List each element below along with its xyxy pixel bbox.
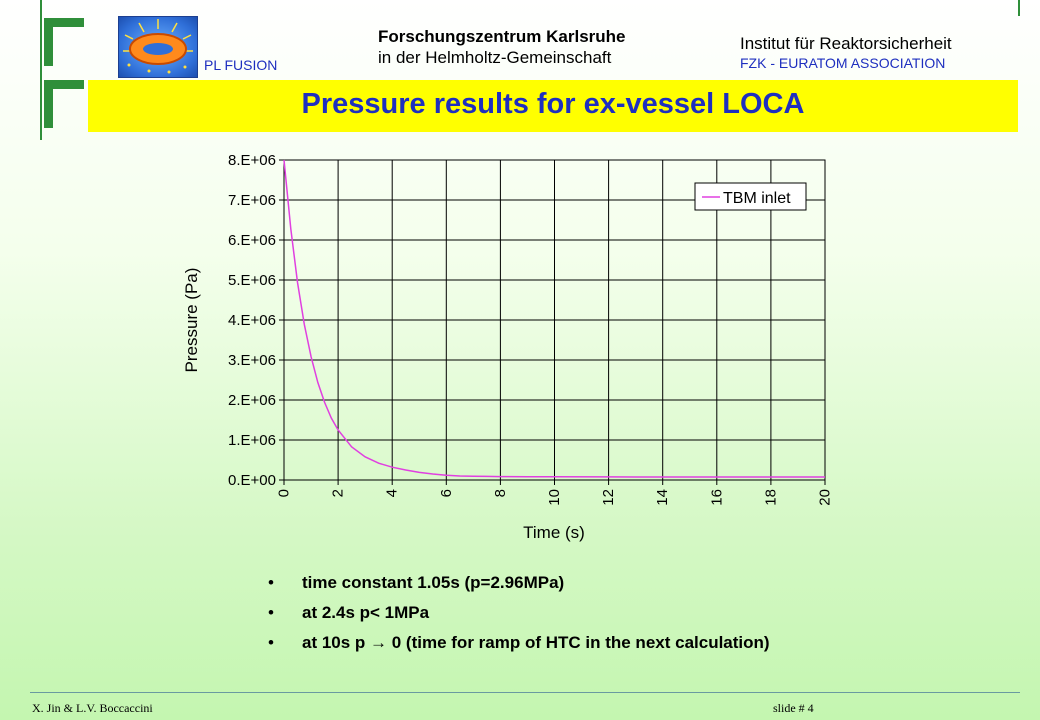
y-tick-label: 7.E+06 xyxy=(228,192,276,209)
y-tick-label: 1.E+06 xyxy=(228,432,276,449)
footer-authors: X. Jin & L.V. Boccaccini xyxy=(32,701,153,715)
x-tick-label: 12 xyxy=(600,489,617,506)
fusion-torus-logo-icon xyxy=(118,16,198,78)
y-tick-label: 5.E+06 xyxy=(228,272,276,289)
slide-title: Pressure results for ex-vessel LOCA xyxy=(301,88,805,120)
frame-bracket-bottom-vertical xyxy=(44,80,53,128)
x-tick-label: 2 xyxy=(330,489,347,497)
org-affiliation: in der Helmholtz-Gemeinschaft xyxy=(378,48,612,67)
x-tick-label: 8 xyxy=(492,489,509,497)
y-tick-label: 6.E+06 xyxy=(228,232,276,249)
x-tick-label: 20 xyxy=(817,489,834,506)
right-top-rule xyxy=(1018,0,1020,16)
bullet-pressure-threshold: at 2.4s p< 1MPa xyxy=(268,598,770,628)
x-tick-label: 10 xyxy=(546,489,563,506)
title-band: Pressure results for ex-vessel LOCA xyxy=(88,80,1018,132)
left-vertical-rule xyxy=(40,0,42,140)
pressure-chart: 0 2 4 6 8 10 12 14 16 18 20 0.E+00 1.E+06 2.E+06 3.E+0… xyxy=(182,152,834,542)
frame-bracket-bottom-horizontal xyxy=(44,80,84,89)
x-tick-label: 16 xyxy=(708,489,725,506)
series-line-tbm-inlet xyxy=(283,159,825,478)
bullet-ramp-note: at 10s p → 0 (time for ramp of HTC in th… xyxy=(268,628,770,658)
frame-bracket-top-horizontal xyxy=(44,18,84,27)
y-tick-label: 2.E+06 xyxy=(228,392,276,409)
bullet-time-constant: time constant 1.05s (p=2.96MPa) xyxy=(268,568,770,598)
institute-name: Institut für Reaktorsicherheit xyxy=(740,34,952,53)
org-name: Forschungszentrum Karlsruhe xyxy=(378,27,626,46)
x-axis-label: Time (s) xyxy=(523,523,585,542)
y-tick-label: 4.E+06 xyxy=(228,312,276,329)
x-tick-label: 0 xyxy=(276,489,293,497)
x-tick-label: 6 xyxy=(438,489,455,497)
y-axis-label: Pressure (Pa) xyxy=(182,268,201,373)
footer-rule xyxy=(30,692,1020,693)
association-name: FZK - EURATOM ASSOCIATION xyxy=(740,55,946,71)
x-tick-label: 14 xyxy=(654,489,671,506)
frame-bracket-top-vertical xyxy=(44,18,53,66)
footer-slide-number: slide # 4 xyxy=(773,701,814,715)
findings-list: time constant 1.05s (p=2.96MPa) at 2.4s … xyxy=(268,568,770,658)
y-tick-label: 0.E+00 xyxy=(228,472,276,489)
y-tick-label: 8.E+06 xyxy=(228,152,276,169)
pl-fusion-label: PL FUSION xyxy=(204,57,278,73)
legend-entry: TBM inlet xyxy=(723,190,791,207)
x-tick-label: 4 xyxy=(384,489,401,497)
y-tick-label: 3.E+06 xyxy=(228,352,276,369)
x-tick-label: 18 xyxy=(762,489,779,506)
